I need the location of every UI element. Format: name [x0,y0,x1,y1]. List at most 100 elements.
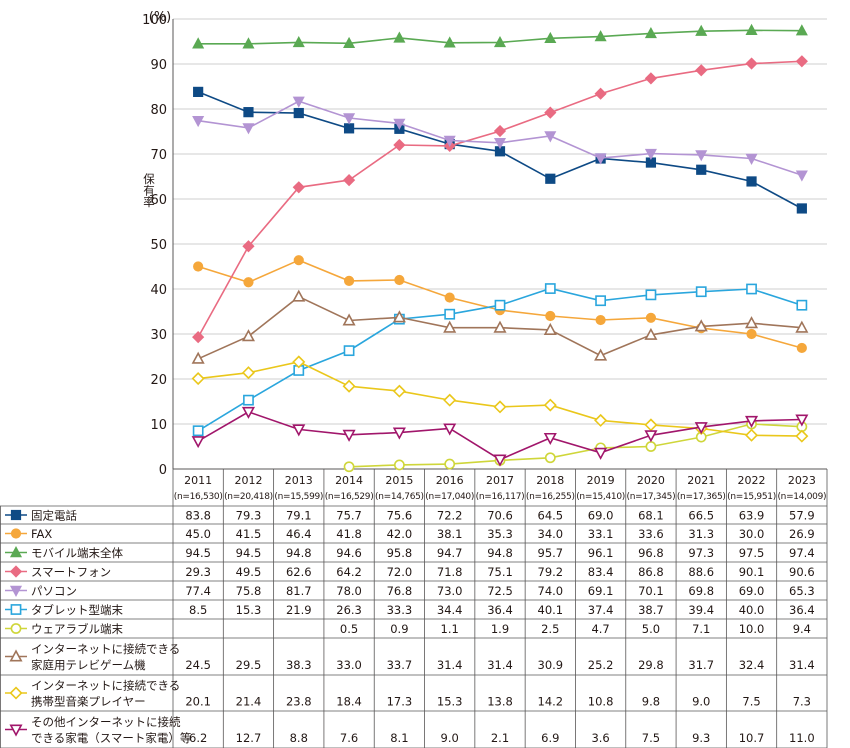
series-line [198,361,802,437]
table-cell: 86.8 [638,565,664,579]
data-point [292,96,305,108]
data-point [695,150,708,162]
table-cell: 96.1 [588,546,614,560]
table-cell: 34.4 [437,603,463,617]
table-cell: 32.4 [739,658,765,672]
table-cell: 9.3 [692,731,710,745]
table-cell: 29.3 [185,565,211,579]
table-cell: 15.3 [236,603,262,617]
table-cell: 69.0 [739,584,765,598]
data-point [746,283,757,295]
data-point [243,394,254,406]
table-cell: 9.0 [692,695,710,709]
data-point [243,277,254,288]
data-point [243,107,254,118]
data-point [544,131,557,143]
table-row: 固定電話 83.8 79.3 79.1 75.7 75.6 72.2 70.6 64.5 69.0… [5,509,815,523]
table-cell: 83.8 [185,509,211,523]
table-cell: 38.7 [638,603,664,617]
table-cell: 39.4 [688,603,714,617]
sample-size-label: (n=15,410) [576,492,625,502]
data-point [493,124,507,138]
legend-label: モバイル端末全体 [31,546,123,560]
table-cell: 68.1 [638,509,664,523]
data-point [292,355,306,369]
table-cell: 31.4 [789,658,815,672]
data-point [543,432,557,446]
table-cell: 25.2 [588,658,614,672]
data-point [746,328,757,340]
data-point [293,107,304,119]
data-point [241,406,256,419]
table-cell: 31.3 [688,527,714,541]
table-cell: 75.6 [387,509,413,523]
table-cell: 73.0 [437,584,463,598]
x-tick-label: 2014 [335,474,363,487]
legend-label: インターネットに接続できる [31,679,180,693]
legend-label: 固定電話 [31,509,77,523]
data-point [543,322,557,335]
data-point [545,173,556,184]
table-cell: 7.1 [692,622,710,636]
y-tick-label: 100 [142,13,167,28]
series-4 [192,96,808,182]
data-point [393,459,405,471]
data-point [493,35,507,48]
table-cell: 79.2 [538,565,564,579]
table-cell: 83.4 [588,565,614,579]
data-point [645,441,657,452]
table-cell: 9.0 [441,731,459,745]
data-point [342,379,356,393]
series-line [349,423,802,468]
table-cell: 0.5 [340,622,358,636]
data-point [544,452,556,464]
sample-size-label: (n=17,345) [627,492,676,502]
sample-size-label: (n=17,365) [677,492,726,502]
data-point [10,509,22,521]
data-point [293,255,304,266]
table-cell: 10.0 [739,622,765,636]
data-point [193,261,204,272]
table-cell: 97.4 [789,546,815,560]
table-cell: 21.4 [236,695,262,709]
table-cell: 21.9 [286,603,312,617]
series-lines [191,23,809,473]
table-cell: 65.3 [789,584,815,598]
data-point [595,295,607,307]
x-tick-label: 2013 [285,474,313,487]
data-point [393,138,406,152]
table-cell: 97.5 [739,546,765,560]
data-point [694,422,708,435]
y-tick-label: 60 [150,193,167,208]
table-cell: 33.3 [387,603,413,617]
data-point [594,87,607,100]
table-cell: 94.5 [185,546,211,560]
data-point [594,413,608,427]
legend-label: インターネットに接続できる [31,642,180,656]
table-cell: 46.4 [286,527,312,541]
y-tick-label: 20 [150,373,167,388]
table-cell: 24.5 [185,658,211,672]
y-tick-label: 50 [150,238,167,253]
table-cell: 94.7 [437,546,463,560]
table-cell: 57.9 [789,509,815,523]
table-cell: 75.8 [236,584,262,598]
table-cell: 2.1 [491,731,509,745]
x-tick-label: 2016 [436,474,464,487]
data-point [9,649,23,662]
table-cell: 5.0 [642,622,660,636]
data-point [342,173,356,187]
data-point [191,372,205,386]
data-point [193,86,204,98]
table-cell: 49.5 [236,565,262,579]
table-cell: 12.7 [236,731,262,745]
table-cell: 34.0 [538,527,564,541]
x-tick-label: 2015 [385,474,413,487]
table-cell: 70.1 [638,584,664,598]
data-point [10,604,22,615]
table-cell: 95.7 [538,546,564,560]
data-point [242,240,255,253]
table-cell: 69.8 [688,584,714,598]
x-tick-label: 2017 [486,474,514,487]
